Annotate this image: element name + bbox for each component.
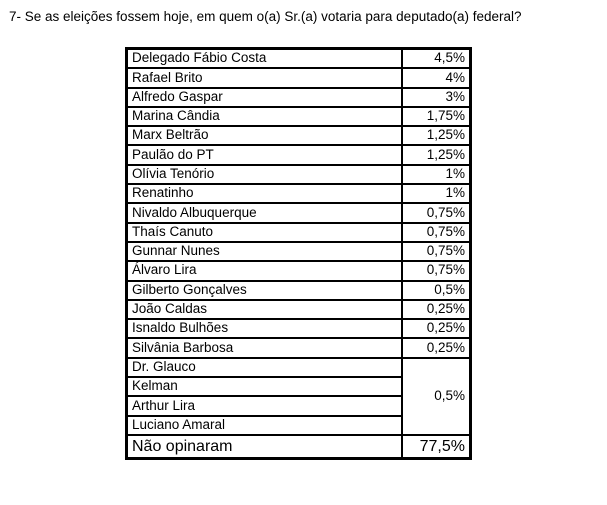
percent-cell: 4% [400,67,472,89]
candidate-name-cell: Isnaldo Bulhões [125,318,403,340]
table-row: Thaís Canuto 0,75% [125,221,472,243]
table-row: Alfredo Gaspar 3% [125,86,472,108]
percent-cell: 4,5% [400,47,472,70]
table-row: Kelman [125,376,471,398]
percent-cell: 0,75% [400,202,472,224]
percent-cell: 0,75% [400,240,472,263]
no-opinion-percent-cell: 77,5% [400,433,472,460]
candidate-name-cell: Marina Cândia [125,105,403,128]
table-row: Arthur Lira [125,395,471,417]
candidate-name-cell: Renatinho [125,183,403,205]
table-row: Silvânia Barbosa 0,25% [125,337,472,359]
no-opinion-label-cell: Não opinaram [125,433,403,460]
merged-percent-cell: 0,5% [400,356,472,436]
candidate-name-cell: Olívia Tenório [125,163,403,186]
percent-cell: 1% [400,183,472,205]
candidate-name-cell: Rafael Brito [125,67,403,89]
table-row: Rafael Brito 4% [125,67,472,89]
percent-cell: 0,25% [400,337,472,359]
table-row: Renatinho 1% [125,183,472,205]
table-row: Marina Cândia 1,75% [125,105,472,128]
candidate-name-cell: Delegado Fábio Costa [125,47,403,70]
percent-cell: 0,75% [400,221,472,243]
table-row: Dr. Glauco 0,5% [125,356,472,436]
candidate-name-cell: Kelman [125,376,403,398]
percent-cell: 0,25% [400,298,472,321]
table-row: Gunnar Nunes 0,75% [125,240,472,263]
candidate-name-cell: Paulão do PT [125,144,403,166]
candidate-name-cell: Marx Beltrão [125,125,403,147]
candidate-name-cell: Álvaro Lira [125,260,403,282]
table-row: Delegado Fábio Costa 4,5% [125,47,472,70]
percent-cell: 0,5% [400,279,472,301]
candidate-name-cell: Thaís Canuto [125,221,403,243]
table-row: Gilberto Gonçalves 0,5% [125,279,472,301]
candidate-name-cell: Gunnar Nunes [125,240,403,263]
percent-cell: 0,25% [400,318,472,340]
candidate-name-cell: Gilberto Gonçalves [125,279,403,301]
table-row: Isnaldo Bulhões 0,25% [125,318,472,340]
candidate-name-cell: Luciano Amaral [125,414,403,436]
candidate-name-cell: Silvânia Barbosa [125,337,403,359]
candidate-name-cell: Arthur Lira [125,395,403,417]
percent-cell: 1,25% [400,125,472,147]
candidate-name-cell: João Caldas [125,298,403,321]
table-row-total: Não opinaram 77,5% [125,433,472,460]
percent-cell: 1% [400,163,472,186]
table-row: Paulão do PT 1,25% [125,144,472,166]
table-row: Luciano Amaral [125,414,471,436]
percent-cell: 0,75% [400,260,472,282]
percent-cell: 1,75% [400,105,472,128]
candidate-name-cell: Nivaldo Albuquerque [125,202,403,224]
table-row: Nivaldo Albuquerque 0,75% [125,202,472,224]
candidate-name-cell: Alfredo Gaspar [125,86,403,108]
percent-cell: 3% [400,86,472,108]
table-row: Olívia Tenório 1% [125,163,472,186]
question-title: 7- Se as eleições fossem hoje, em quem o… [9,9,522,24]
table-row: João Caldas 0,25% [125,298,472,321]
table-row: Marx Beltrão 1,25% [125,125,472,147]
percent-cell: 1,25% [400,144,472,166]
candidate-name-cell: Dr. Glauco [125,356,403,379]
table-row: Álvaro Lira 0,75% [125,260,472,282]
poll-results-table: Delegado Fábio Costa 4,5% Rafael Brito 4… [125,47,472,460]
